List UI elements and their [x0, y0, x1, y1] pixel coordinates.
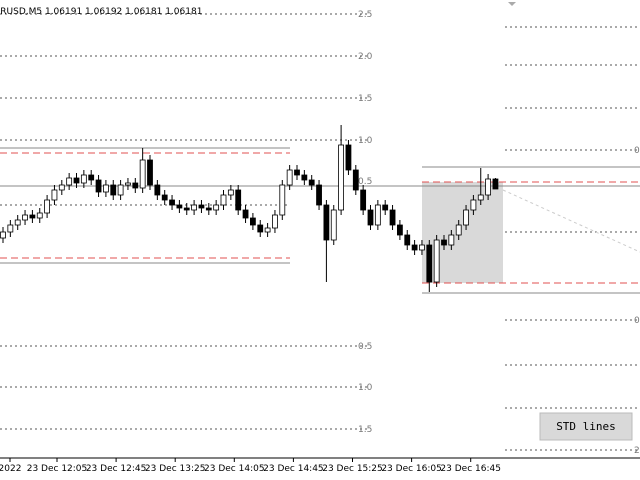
candle-body: [213, 204, 220, 211]
std-level-label: 0.5: [358, 342, 372, 352]
time-label: 23 Dec 14:05: [204, 464, 265, 474]
candle-body: [360, 189, 367, 211]
time-label: 23 Dec 15:25: [322, 464, 383, 474]
button-label[interactable]: STD lines: [556, 420, 616, 433]
shift-marker: [508, 2, 516, 6]
candle-body: [198, 204, 205, 209]
candle-body: [264, 227, 271, 233]
std-level-label: 1.5: [358, 425, 372, 435]
std-level-label: 2.5: [358, 10, 372, 20]
candle-body: [257, 224, 264, 233]
candle-body: [66, 177, 73, 186]
candle-body: [330, 209, 337, 241]
candle-body: [294, 169, 300, 176]
projection-line: [502, 189, 640, 253]
candle-body: [183, 207, 190, 211]
candle-body: [29, 214, 36, 219]
candle-body: [345, 144, 352, 171]
candle-body: [191, 204, 198, 211]
candle-body: [301, 174, 308, 181]
std-level-label: 0: [634, 316, 640, 326]
std-level-label: 2.0: [358, 52, 373, 62]
candle-body: [272, 214, 278, 229]
candle-body: [492, 178, 499, 190]
candle-body: [374, 204, 381, 226]
candle-body: [352, 169, 359, 191]
candle-body: [470, 199, 477, 211]
candle-body: [95, 179, 102, 193]
candle-body: [117, 184, 124, 196]
candle-body: [242, 209, 249, 219]
candle-body: [389, 209, 396, 226]
candle-body: [419, 244, 425, 251]
candle-body: [22, 214, 28, 221]
candle-body: [169, 199, 175, 206]
candle-body: [235, 189, 242, 211]
candle-body: [73, 177, 80, 184]
candle-body: [279, 184, 286, 216]
candle-body: [51, 189, 58, 201]
symbol-header: EURUSD,M5 1.06191 1.06192 1.06181 1.0618…: [0, 7, 202, 17]
candle-body: [448, 234, 455, 246]
candle-body: [14, 219, 21, 226]
time-label: 23 Dec 12:45: [86, 464, 147, 474]
candle-body: [58, 184, 65, 191]
candle-body: [0, 231, 6, 239]
candle-body: [80, 174, 87, 184]
candle-body: [338, 144, 345, 211]
candle-body: [485, 178, 492, 196]
time-label: 23 Dec 13:25: [145, 464, 206, 474]
candle-body: [88, 174, 95, 181]
candle-body: [382, 204, 389, 211]
candle-body: [367, 209, 374, 226]
candle-body: [103, 184, 109, 193]
time-label: 23 Dec 16:45: [440, 464, 501, 474]
candle-body: [463, 209, 469, 226]
candle-body: [308, 179, 315, 186]
std-level-label: 1.0: [358, 383, 373, 393]
std-level-label: 1.0: [358, 136, 373, 146]
candle-body: [36, 212, 43, 219]
candle-body: [404, 234, 411, 246]
candle-body: [139, 159, 146, 189]
button-bg[interactable]: [539, 412, 633, 441]
candle-body: [125, 182, 131, 186]
candle-body: [433, 239, 440, 283]
candle-body: [220, 194, 227, 206]
candle-body: [161, 194, 168, 201]
candle-body: [477, 194, 484, 201]
candle-body: [110, 184, 117, 196]
candle-body: [411, 244, 418, 251]
std-button[interactable]: STD lines: [539, 412, 633, 441]
candle-body: [227, 189, 234, 196]
candle-body: [7, 224, 14, 233]
candle-body: [455, 224, 462, 236]
candle-body: [147, 159, 153, 186]
candle-body: [323, 204, 330, 241]
std-level-label: 2: [634, 446, 640, 456]
candle-body: [205, 207, 212, 211]
std-level-label: 0.5: [358, 177, 372, 187]
time-label: 2022: [0, 464, 21, 474]
candle-body: [249, 217, 256, 226]
time-label: 23 Dec 14:45: [263, 464, 324, 474]
candle-body: [132, 182, 139, 189]
time-label: 23 Dec 12:05: [27, 464, 88, 474]
candle-body: [286, 169, 293, 186]
candle-body: [426, 244, 433, 283]
std-level-label: 1.5: [358, 94, 372, 104]
candle-body: [396, 224, 403, 236]
candle-body: [154, 184, 161, 196]
candle-body: [316, 184, 322, 206]
left-dotted-levels: [0, 13, 370, 430]
candle-body: [441, 239, 447, 246]
time-label: 23 Dec 16:05: [381, 464, 442, 474]
candle-body: [44, 199, 50, 214]
candle-body: [176, 204, 183, 209]
std-level-label: 0: [634, 146, 640, 156]
